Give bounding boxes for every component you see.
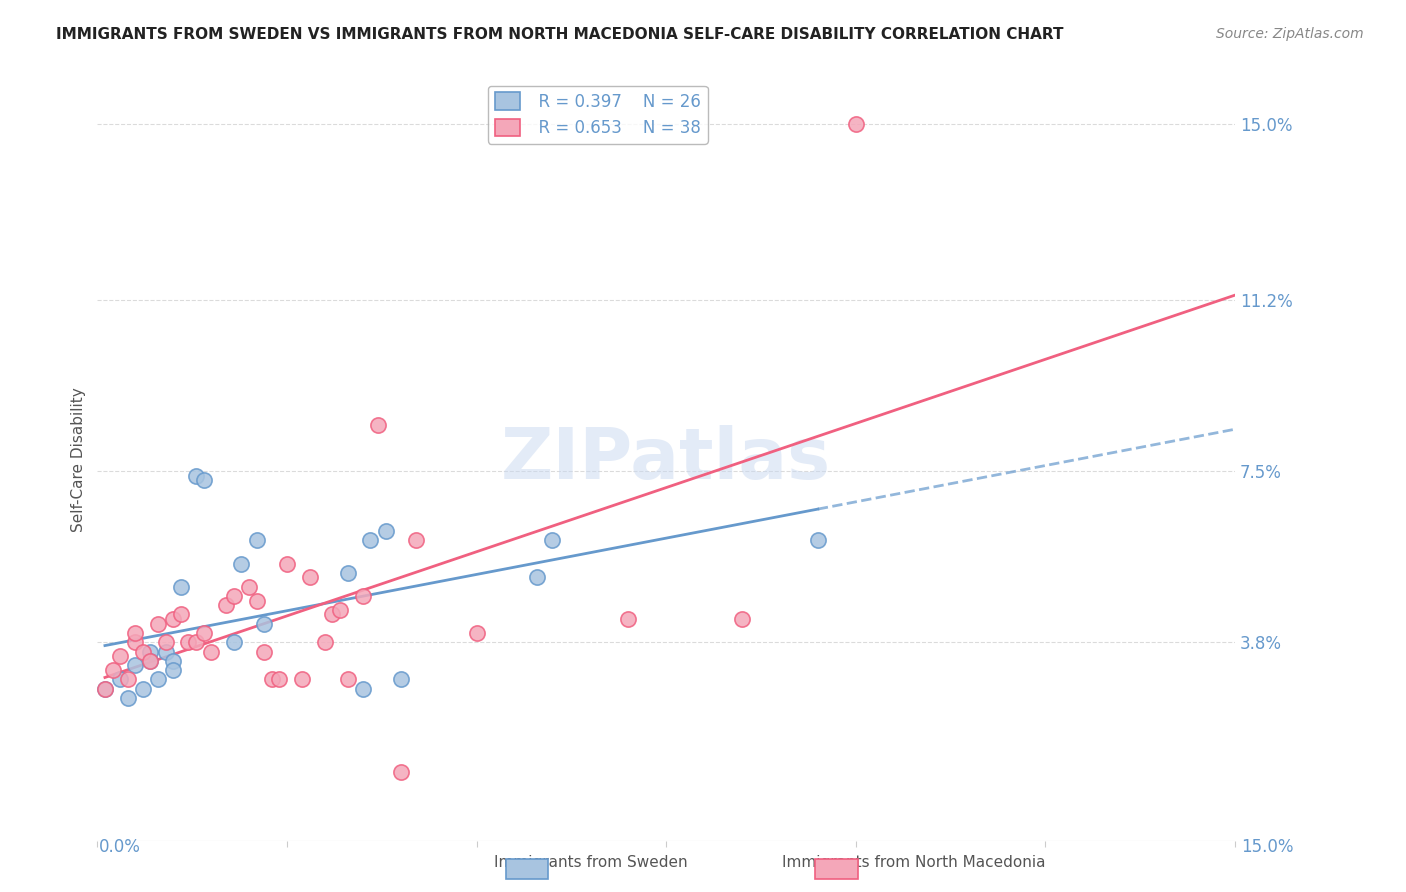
Point: [132, 644, 155, 658]
Point: [298, 570, 321, 584]
Point: [94, 681, 117, 696]
Point: [617, 612, 640, 626]
Point: [155, 644, 177, 658]
Text: Immigrants from North Macedonia: Immigrants from North Macedonia: [782, 855, 1046, 870]
Point: [389, 673, 412, 687]
Point: [108, 673, 131, 687]
Point: [101, 663, 124, 677]
Point: [132, 681, 155, 696]
Point: [162, 612, 184, 626]
Point: [124, 658, 146, 673]
Point: [352, 589, 374, 603]
Point: [139, 644, 162, 658]
Point: [170, 580, 193, 594]
Point: [276, 557, 298, 571]
Point: [222, 635, 245, 649]
Point: [162, 663, 184, 677]
Point: [155, 635, 177, 649]
Point: [170, 607, 193, 622]
Point: [291, 673, 314, 687]
Text: ZIPatlas: ZIPatlas: [501, 425, 831, 494]
Point: [807, 533, 830, 548]
Point: [321, 607, 343, 622]
Point: [260, 673, 283, 687]
Point: [405, 533, 427, 548]
Text: 15.0%: 15.0%: [1241, 838, 1294, 856]
Point: [200, 644, 222, 658]
Point: [222, 589, 245, 603]
Point: [246, 593, 269, 607]
Point: [177, 635, 200, 649]
Point: [336, 673, 359, 687]
Point: [526, 570, 548, 584]
Point: [124, 635, 146, 649]
Point: [146, 673, 169, 687]
Point: [94, 681, 117, 696]
Text: 0.0%: 0.0%: [98, 838, 141, 856]
Point: [336, 566, 359, 580]
Point: [215, 598, 238, 612]
Point: [731, 612, 754, 626]
Point: [193, 626, 215, 640]
Point: [184, 635, 207, 649]
Point: [238, 580, 260, 594]
Point: [139, 654, 162, 668]
Y-axis label: Self-Care Disability: Self-Care Disability: [72, 387, 86, 532]
Point: [389, 764, 412, 779]
Point: [374, 524, 396, 538]
Point: [193, 473, 215, 487]
Legend:   R = 0.397    N = 26,   R = 0.653    N = 38: R = 0.397 N = 26, R = 0.653 N = 38: [488, 86, 707, 144]
Point: [269, 673, 291, 687]
Point: [231, 557, 253, 571]
Point: [253, 616, 276, 631]
Point: [246, 533, 269, 548]
Point: [253, 644, 276, 658]
Point: [117, 673, 139, 687]
Point: [359, 533, 381, 548]
Point: [162, 654, 184, 668]
Point: [108, 649, 131, 664]
Text: Source: ZipAtlas.com: Source: ZipAtlas.com: [1216, 27, 1364, 41]
Point: [845, 117, 868, 131]
Point: [146, 616, 169, 631]
Point: [314, 635, 336, 649]
Point: [184, 468, 207, 483]
Point: [541, 533, 564, 548]
Point: [117, 690, 139, 705]
Point: [139, 654, 162, 668]
Text: Immigrants from Sweden: Immigrants from Sweden: [494, 855, 688, 870]
Point: [367, 417, 389, 432]
Point: [465, 626, 488, 640]
Text: IMMIGRANTS FROM SWEDEN VS IMMIGRANTS FROM NORTH MACEDONIA SELF-CARE DISABILITY C: IMMIGRANTS FROM SWEDEN VS IMMIGRANTS FRO…: [56, 27, 1064, 42]
Point: [329, 603, 352, 617]
Point: [352, 681, 374, 696]
Point: [124, 626, 146, 640]
